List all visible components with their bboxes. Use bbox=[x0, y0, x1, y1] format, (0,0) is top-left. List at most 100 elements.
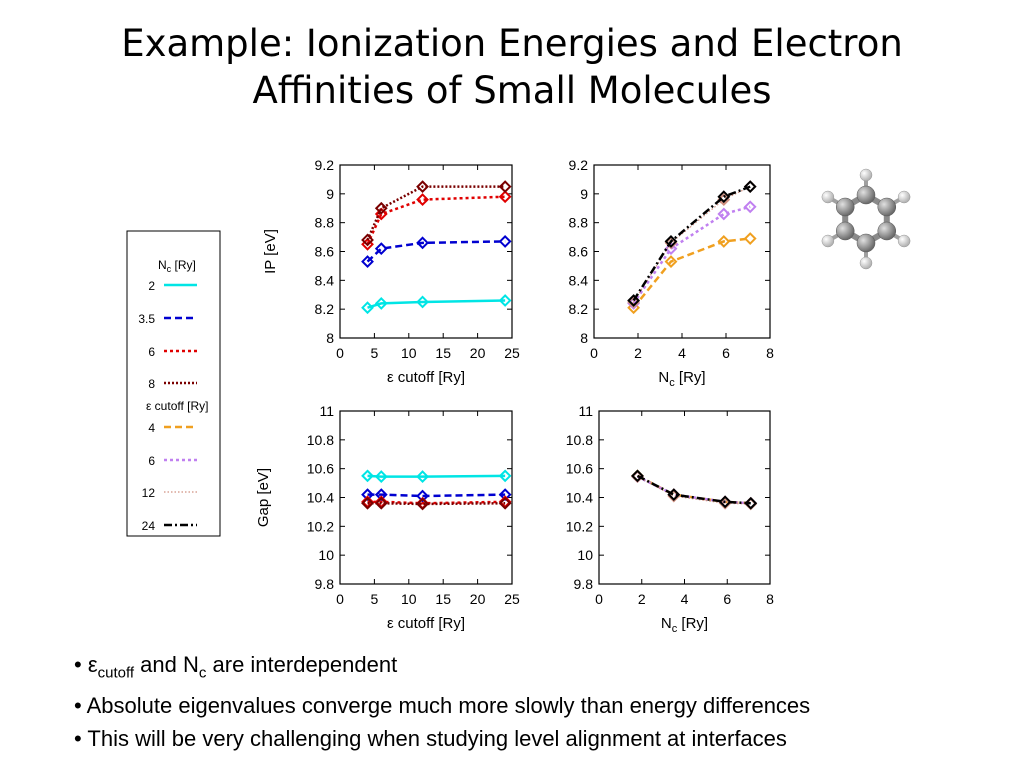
legend-items: 2 3.5 6 8 4 6 12 24 bbox=[138, 279, 197, 533]
x-tick-label: 8 bbox=[766, 345, 774, 361]
x-tick-label: 6 bbox=[723, 591, 731, 607]
y-tick-label: 9.8 bbox=[574, 576, 594, 592]
data-point bbox=[374, 496, 388, 510]
data-point bbox=[361, 496, 374, 510]
bullet-item: • Absolute eigenvalues converge much mor… bbox=[74, 693, 811, 719]
data-point bbox=[743, 200, 757, 214]
y-tick-label: 8.2 bbox=[569, 301, 589, 317]
y-axis-label: Gap [eV] bbox=[255, 468, 272, 527]
series-line bbox=[636, 474, 751, 505]
series-line bbox=[367, 493, 506, 498]
series-line bbox=[366, 185, 506, 241]
y-tick-label: 9.2 bbox=[569, 157, 589, 173]
data-point bbox=[416, 193, 429, 207]
data-point bbox=[664, 234, 678, 248]
data-point bbox=[498, 190, 512, 204]
series-line bbox=[632, 185, 751, 302]
y-tick-label: 10 bbox=[577, 547, 593, 563]
benzene-molecule-icon bbox=[821, 168, 911, 270]
data-point bbox=[416, 180, 429, 194]
legend-label: 4 bbox=[148, 421, 155, 435]
bullet-item: • εcutoff and Nc are interdependent bbox=[74, 652, 398, 682]
x-tick-label: 20 bbox=[470, 345, 486, 361]
x-axis-label: Nc [Ry] bbox=[658, 369, 705, 389]
x-tick-label: 4 bbox=[681, 591, 689, 607]
data-point bbox=[374, 201, 388, 215]
x-tick-label: 5 bbox=[371, 591, 379, 607]
y-tick-label: 8 bbox=[326, 330, 334, 346]
y-tick-label: 11 bbox=[578, 403, 593, 419]
data-point bbox=[744, 496, 758, 510]
bullet-item: • This will be very challenging when stu… bbox=[74, 726, 787, 752]
series-line bbox=[366, 195, 506, 245]
data-point bbox=[664, 255, 678, 269]
legend-label: 24 bbox=[142, 519, 156, 533]
data-point bbox=[361, 469, 374, 483]
y-tick-label: 9 bbox=[326, 186, 334, 202]
x-tick-label: 0 bbox=[595, 591, 603, 607]
data-point bbox=[717, 190, 731, 204]
legend: Nc [Ry] ε cutoff [Ry] 2 3.5 6 8 4 6 12 24 bbox=[126, 230, 221, 537]
y-tick-label: 10 bbox=[318, 547, 334, 563]
slide-title: Example: Ionization Energies and Electro… bbox=[40, 20, 984, 114]
data-point bbox=[374, 296, 388, 310]
data-point bbox=[717, 234, 731, 248]
x-tick-label: 10 bbox=[401, 345, 417, 361]
data-point bbox=[416, 489, 429, 503]
data-point bbox=[374, 207, 388, 221]
series-line bbox=[632, 205, 751, 305]
legend-ec-header: ε cutoff [Ry] bbox=[146, 399, 208, 413]
legend-label: 12 bbox=[142, 486, 156, 500]
x-tick-label: 15 bbox=[435, 345, 451, 361]
y-tick-label: 11 bbox=[319, 403, 334, 419]
x-tick-label: 5 bbox=[371, 345, 379, 361]
data-point bbox=[627, 295, 641, 309]
data-point bbox=[416, 497, 429, 511]
x-axis-label: Nc [Ry] bbox=[661, 615, 708, 635]
data-point bbox=[627, 294, 641, 307]
data-point bbox=[498, 495, 512, 509]
data-point bbox=[498, 234, 512, 248]
x-axis-label: ε cutoff [Ry] bbox=[387, 615, 465, 632]
x-tick-label: 6 bbox=[722, 345, 730, 361]
plot-frame bbox=[598, 410, 771, 585]
series-line bbox=[636, 475, 751, 505]
series-line bbox=[367, 502, 506, 506]
ip-vs-nc-chart: 8 8.2 8.4 8.6 8.8 9 9.2 0 2 4 6 8 Nc [Ry] bbox=[569, 157, 775, 389]
x-tick-label: 0 bbox=[590, 345, 598, 361]
data-point bbox=[498, 496, 512, 510]
y-tick-label: 8.4 bbox=[569, 272, 589, 288]
data-point bbox=[361, 301, 374, 315]
data-point bbox=[743, 232, 757, 245]
y-tick-label: 9.8 bbox=[315, 576, 335, 592]
x-tick-label: 25 bbox=[504, 345, 520, 361]
title-line-2: Affinities of Small Molecules bbox=[252, 69, 772, 112]
y-tick-label: 10.8 bbox=[307, 432, 334, 448]
x-tick-label: 10 bbox=[401, 591, 417, 607]
y-tick-label: 10.2 bbox=[566, 518, 593, 534]
ip-vs-ecut-chart: 8 8.2 8.4 8.6 8.8 9 9.2 0 5 10 15 20 25 ε cutoff [Ry]… bbox=[262, 157, 520, 386]
series-line bbox=[367, 474, 506, 478]
y-tick-label: 9 bbox=[580, 186, 588, 202]
data-point bbox=[374, 470, 388, 484]
y-tick-label: 10.2 bbox=[307, 518, 334, 534]
y-tick-label: 10.4 bbox=[307, 490, 334, 506]
data-point bbox=[664, 242, 678, 256]
data-point bbox=[416, 470, 429, 484]
data-point bbox=[717, 207, 731, 221]
y-tick-label: 8.6 bbox=[315, 244, 335, 260]
data-point bbox=[374, 495, 388, 509]
y-tick-label: 9.2 bbox=[315, 157, 335, 173]
y-tick-label: 10.4 bbox=[566, 490, 593, 506]
x-tick-label: 2 bbox=[634, 345, 642, 361]
legend-nc-header: Nc [Ry] bbox=[158, 258, 196, 274]
y-tick-label: 8.2 bbox=[315, 301, 335, 317]
title-line-1: Example: Ionization Energies and Electro… bbox=[121, 22, 903, 65]
x-tick-label: 4 bbox=[678, 345, 686, 361]
y-tick-label: 8.6 bbox=[569, 244, 589, 260]
data-point bbox=[664, 236, 678, 250]
y-tick-label: 8 bbox=[580, 330, 588, 346]
series-line bbox=[636, 474, 751, 505]
charts-group: 88.28.48.68.899.20 5 10 15 20 25ε cutoff [Ry]… bbox=[255, 157, 774, 635]
